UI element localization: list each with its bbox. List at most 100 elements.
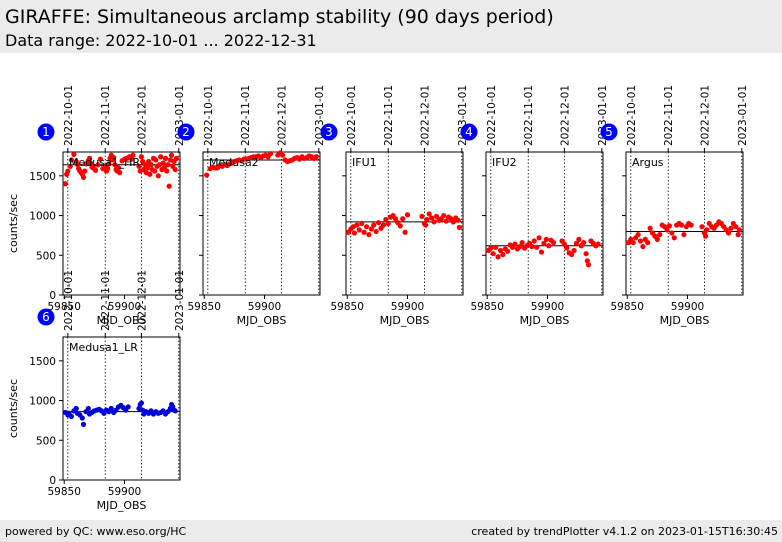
data-point	[125, 404, 131, 410]
data-point	[65, 168, 71, 174]
data-point	[647, 225, 653, 231]
data-point	[424, 216, 430, 223]
date-marker-label: 2022-12-01	[419, 85, 431, 146]
data-point	[85, 405, 91, 412]
data-point	[495, 254, 501, 260]
data-point	[165, 162, 171, 168]
panel-label: Medusa1_HR	[69, 156, 140, 169]
header-bar: GIRAFFE: Simultaneous arclamp stability …	[0, 0, 782, 53]
date-marker-label: 2022-12-01	[699, 85, 711, 146]
data-point	[423, 222, 429, 228]
data-point	[385, 220, 391, 227]
panel-argus: 2022-10-01 2022-11-01 2022-12-01 2023-01-01…	[600, 85, 749, 327]
data-point	[373, 228, 379, 235]
data-point	[664, 227, 670, 233]
date-marker-label: 2022-12-01	[276, 85, 288, 146]
date-marker-label: 2022-11-01	[663, 85, 675, 146]
data-point	[443, 218, 449, 224]
data-point	[429, 215, 435, 221]
data-point	[86, 155, 93, 161]
data-point	[397, 223, 403, 229]
x-axis-label: MJD_OBS	[97, 499, 147, 512]
date-marker-label: 2022-10-01	[203, 85, 215, 146]
data-point	[669, 230, 675, 236]
data-point	[375, 220, 382, 226]
data-point	[493, 244, 499, 250]
panel-label: Medusa1_LR	[69, 341, 138, 354]
y-tick-label: 0	[49, 475, 56, 487]
data-point	[543, 236, 549, 242]
data-point	[152, 168, 158, 174]
data-point	[356, 227, 362, 233]
data-point	[666, 223, 673, 229]
y-axis-label: counts/sec	[7, 194, 20, 253]
panel-ifu2: 2022-10-01 2022-11-01 2022-12-01 2023-01-01…	[460, 85, 609, 327]
data-point	[147, 171, 153, 177]
y-tick-label: 500	[36, 250, 56, 262]
data-point	[536, 235, 542, 241]
data-point	[433, 213, 440, 219]
data-point	[576, 236, 582, 242]
x-tick-label: 59900	[531, 301, 564, 313]
page-subtitle: Data range: 2022-10-01 ... 2022-12-31	[5, 31, 317, 50]
data-point	[313, 154, 319, 160]
data-point	[80, 174, 87, 181]
x-tick-label: 59850	[471, 301, 504, 313]
y-tick-label: 1000	[29, 396, 56, 408]
data-point	[519, 239, 525, 246]
data-point	[550, 239, 557, 246]
date-marker-label: 2022-11-01	[100, 270, 112, 331]
panel-badge-number: 1	[42, 125, 50, 139]
data-point	[569, 251, 575, 258]
data-point	[172, 166, 178, 173]
panel-label: IFU1	[352, 156, 377, 169]
data-point	[431, 219, 437, 225]
x-tick-label: 59850	[331, 301, 364, 313]
panel-badge	[37, 123, 55, 141]
data-point	[703, 233, 709, 239]
data-point	[583, 251, 589, 257]
data-point	[728, 225, 734, 231]
data-point	[456, 224, 462, 231]
data-point	[500, 251, 506, 258]
data-point	[392, 216, 399, 222]
data-point	[490, 251, 496, 257]
data-point	[645, 239, 651, 246]
x-axis-label: MJD_OBS	[97, 314, 147, 327]
data-point	[383, 216, 389, 223]
data-point	[359, 220, 365, 227]
date-marker-label: 2022-11-01	[240, 85, 252, 146]
data-point	[584, 258, 590, 264]
data-point	[354, 222, 360, 228]
data-point	[88, 160, 94, 166]
data-point	[688, 222, 694, 228]
data-point	[73, 405, 79, 412]
panel-medusa1_lr: 2022-10-01 2022-11-01 2022-12-01 2023-01-01…	[7, 270, 186, 512]
plot-frame	[485, 151, 604, 296]
data-point	[130, 152, 136, 158]
data-point	[529, 243, 535, 250]
panel-badge-number: 2	[182, 125, 190, 139]
plot-frame	[345, 151, 464, 296]
data-point	[534, 244, 540, 250]
data-point	[155, 173, 161, 179]
data-point	[595, 241, 601, 247]
data-point	[148, 162, 154, 168]
date-marker-label: 2022-10-01	[63, 270, 75, 331]
plot-frame	[625, 151, 744, 296]
data-point	[74, 162, 81, 168]
date-marker-label: 2023-01-01	[737, 85, 749, 146]
data-point	[581, 239, 587, 246]
data-point	[678, 222, 685, 228]
date-marker-label: 2022-11-01	[100, 85, 112, 146]
data-point	[725, 230, 732, 236]
panel-badge	[177, 123, 195, 141]
data-point	[450, 219, 456, 225]
data-point	[517, 243, 523, 250]
data-point	[635, 232, 641, 238]
data-point	[129, 156, 135, 162]
x-tick-label: 59900	[108, 301, 141, 313]
data-point	[153, 157, 159, 163]
data-point	[640, 243, 646, 250]
x-tick-label: 59850	[48, 301, 81, 313]
